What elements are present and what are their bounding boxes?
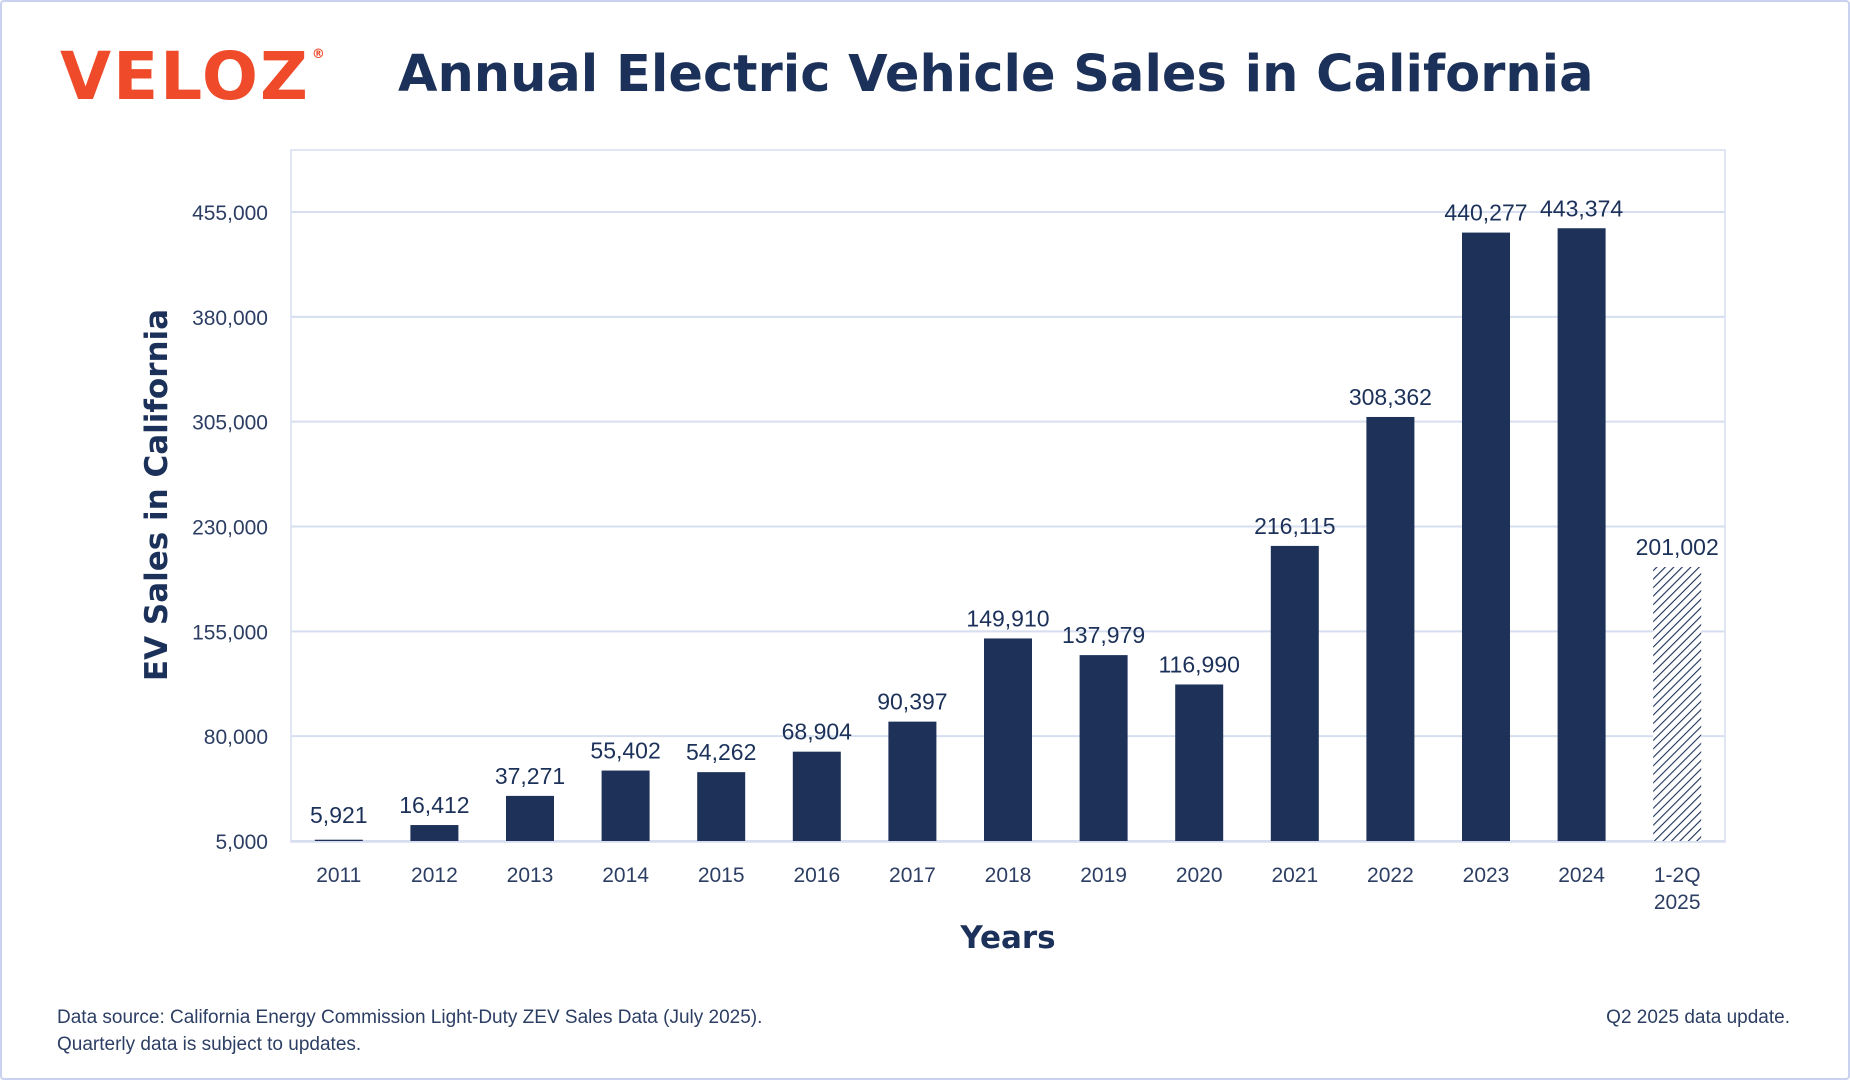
data-label: 68,904: [782, 719, 853, 745]
data-label: 116,990: [1158, 651, 1239, 677]
veloz-logo: VELOZ ®: [60, 44, 327, 110]
x-tick-label: 2022: [1367, 864, 1414, 887]
y-tick-label: 80,000: [204, 726, 268, 749]
x-tick-label: 2017: [889, 864, 936, 887]
data-label: 16,412: [399, 792, 469, 818]
bar-2011: [314, 839, 363, 841]
data-label: 149,910: [966, 605, 1049, 631]
data-source-line: Data source: California Energy Commissio…: [57, 1007, 763, 1028]
data-source-note: Data source: California Energy Commissio…: [57, 1004, 762, 1058]
x-tick-label: 2012: [411, 864, 458, 887]
bar-2019: [1079, 655, 1128, 841]
bar-2017: [888, 721, 937, 841]
data-label: 37,271: [495, 763, 565, 789]
page-title: Annual Electric Vehicle Sales in Califor…: [398, 45, 1594, 104]
bar-2022: [1366, 416, 1415, 841]
x-tick-label: 2015: [698, 864, 745, 887]
data-disclaimer-line: Quarterly data is subject to updates.: [57, 1034, 362, 1055]
x-tick-label: 2018: [985, 864, 1032, 887]
bar-2013: [506, 795, 554, 841]
bar-2012: [410, 825, 459, 841]
x-axis-title: Years: [959, 920, 1055, 956]
y-tick-label: 230,000: [192, 517, 268, 540]
y-tick-label: 155,000: [192, 621, 268, 644]
data-label: 54,262: [686, 739, 756, 765]
registered-mark: ®: [311, 47, 327, 62]
data-label: 90,397: [877, 689, 947, 715]
y-tick-label: 5,000: [215, 831, 268, 854]
data-label: 55,402: [590, 738, 660, 764]
data-label: 216,115: [1254, 513, 1335, 539]
bars: [314, 228, 1702, 842]
x-axis-ticks: 2011 2012 2013 2014 2015 2016 2017 2018 2019 2020…: [316, 864, 1700, 914]
bar-2023: [1462, 232, 1510, 842]
bar-2015: [697, 772, 746, 841]
bar-2018: [984, 638, 1032, 841]
bar-1-2q-2025: [1653, 567, 1702, 841]
bar-2020: [1175, 684, 1224, 841]
x-tick-label: 2024: [1558, 864, 1605, 887]
x-tick-label: 2020: [1176, 864, 1223, 887]
y-axis-title: EV Sales in California: [139, 309, 175, 681]
data-label: 308,362: [1349, 384, 1432, 410]
bar-2024: [1557, 228, 1606, 842]
bar-2021: [1270, 545, 1319, 841]
data-label: 443,374: [1540, 195, 1623, 221]
data-label: 5,921: [310, 802, 368, 828]
x-tick-label: 2014: [602, 864, 649, 887]
bar-2016: [792, 751, 841, 841]
y-tick-label: 455,000: [192, 202, 268, 225]
x-tick-label: 2019: [1080, 864, 1127, 887]
data-label: 440,277: [1444, 200, 1527, 226]
update-note: Q2 2025 data update.: [1606, 1007, 1790, 1028]
x-tick-label: 2023: [1463, 864, 1510, 887]
logo-text: VELOZ: [60, 38, 310, 115]
x-tick-label: 2011: [316, 864, 361, 887]
data-label: 137,979: [1062, 622, 1145, 648]
y-tick-label: 380,000: [192, 307, 268, 330]
bar-2014: [601, 770, 650, 841]
x-tick-label: 1-2Q 2025: [1654, 864, 1701, 914]
data-labels: 5,921 16,412 37,271 55,402 54,262 68,904 90,39…: [310, 195, 1719, 828]
y-tick-label: 305,000: [192, 412, 268, 435]
data-label: 201,002: [1636, 534, 1719, 560]
x-tick-label: 2016: [793, 864, 840, 887]
x-tick-label: 2013: [507, 864, 554, 887]
x-tick-label: 2021: [1271, 864, 1318, 887]
y-axis-ticks: 5,000 80,000 155,000 230,000 305,000 380,000 4…: [192, 202, 268, 854]
